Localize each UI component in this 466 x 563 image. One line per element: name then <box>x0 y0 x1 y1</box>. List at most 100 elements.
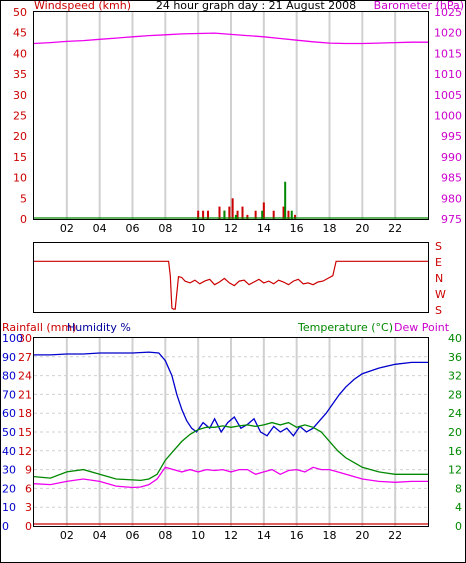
humidity-series <box>33 351 428 525</box>
humidity-x-tick-label: 22 <box>388 529 402 542</box>
humidity-axis-label: Humidity % <box>67 321 131 334</box>
temperature-axis-label: Temperature (°C) <box>297 321 393 334</box>
wind-grid <box>65 12 397 219</box>
direction-tick-label: S <box>435 304 442 317</box>
humidity-tick-label: 90 <box>2 351 16 364</box>
rainfall-tick-label: 9 <box>25 464 32 477</box>
rainfall-tick-label: 15 <box>18 426 32 439</box>
direction-tick-label: W <box>435 288 446 301</box>
temperature-axis: 0 4 8 12 16 20 24 28 32 36 40 <box>448 332 462 533</box>
barometer-axis: 975 980 985 990 995 1000 1005 1010 1015 1020 1025 <box>434 6 462 226</box>
barometer-tick-label: 1000 <box>434 110 462 123</box>
temperature-tick-label: 16 <box>448 445 462 458</box>
humidity-tick-label: 70 <box>2 388 16 401</box>
windspeed-tick-label: 10 <box>13 172 27 185</box>
dewpoint-axis-label: Dew Point <box>394 321 450 334</box>
humidity-tick-label: 0 <box>2 520 9 533</box>
wind-x-tick-label: 22 <box>388 222 402 235</box>
barometer-axis-label: Barometer (hPa) <box>374 0 464 12</box>
windspeed-tick-label: 50 <box>13 6 27 19</box>
humidity-tick-label: 80 <box>2 370 16 383</box>
rainfall-tick-label: 24 <box>18 370 32 383</box>
wind-x-tick-label: 16 <box>290 222 304 235</box>
rainfall-tick-label: 30 <box>18 332 32 345</box>
chart-title: 24 hour graph day : 21 August 2008 <box>156 0 356 12</box>
humidity-tick-label: 30 <box>2 464 16 477</box>
wind-x-tick-label: 10 <box>191 222 205 235</box>
temperature-tick-label: 4 <box>455 501 462 514</box>
barometer-tick-label: 1025 <box>434 6 462 19</box>
windspeed-tick-label: 30 <box>13 89 27 102</box>
humidity-x-tick-label: 10 <box>191 529 205 542</box>
humidity-tick-label: 100 <box>2 332 23 345</box>
rainfall-tick-label: 3 <box>25 501 32 514</box>
humidity-tick-label: 60 <box>2 407 16 420</box>
windspeed-tick-label: 20 <box>13 130 27 143</box>
barometer-tick-label: 1010 <box>434 68 462 81</box>
barometer-tick-label: 995 <box>441 130 462 143</box>
barometer-tick-label: 1015 <box>434 47 462 60</box>
wind-x-tick-label: 18 <box>323 222 337 235</box>
wind-x-tick-label: 06 <box>126 222 140 235</box>
humidity-time-axis: 02 04 06 08 10 12 14 16 18 20 22 <box>60 529 402 542</box>
rainfall-axis: 0 3 6 9 12 15 18 21 24 27 30 <box>18 332 32 533</box>
humidity-x-tick-label: 20 <box>355 529 369 542</box>
direction-series <box>34 260 428 310</box>
barometer-tick-label: 980 <box>441 192 462 205</box>
windspeed-tick-label: 35 <box>13 68 27 81</box>
rainfall-tick-label: 12 <box>18 445 32 458</box>
humidity-axis: 0 10 20 30 40 50 60 70 80 90 100 <box>2 332 23 533</box>
humidity-x-tick-label: 08 <box>158 529 172 542</box>
wind-x-tick-label: 20 <box>355 222 369 235</box>
wind-x-tick-label: 02 <box>60 222 74 235</box>
windspeed-tick-label: 40 <box>13 47 27 60</box>
temperature-tick-label: 36 <box>448 351 462 364</box>
windspeed-tick-label: 45 <box>13 27 27 40</box>
temperature-tick-label: 40 <box>448 332 462 345</box>
humidity-x-tick-label: 18 <box>323 529 337 542</box>
barometer-tick-label: 990 <box>441 151 462 164</box>
temperature-tick-label: 28 <box>448 388 462 401</box>
temperature-line <box>33 421 428 482</box>
humidity-x-tick-label: 12 <box>224 529 238 542</box>
windspeed-axis: 0 5 10 15 20 25 30 35 40 45 50 <box>13 6 27 226</box>
humidity-x-tick-label: 02 <box>60 529 74 542</box>
humidity-tick-label: 10 <box>2 501 16 514</box>
temperature-tick-label: 0 <box>455 520 462 533</box>
rainfall-axis-label: Rainfall (mm) <box>2 321 76 334</box>
windspeed-tick-label: 25 <box>13 110 27 123</box>
humidity-x-tick-label: 16 <box>290 529 304 542</box>
humidity-tick-label: 40 <box>2 445 16 458</box>
barometer-tick-label: 975 <box>441 213 462 226</box>
direction-tick-label: S <box>435 240 442 253</box>
rainfall-tick-label: 21 <box>18 388 32 401</box>
direction-tick-label: N <box>435 272 443 285</box>
barometer-line <box>33 32 428 45</box>
windspeed-axis-label: Windspeed (kmh) <box>34 0 131 12</box>
barometer-tick-label: 1020 <box>434 27 462 40</box>
rainfall-tick-label: 0 <box>25 520 32 533</box>
humidity-x-tick-label: 06 <box>126 529 140 542</box>
dewpoint-line <box>33 466 428 489</box>
wind-x-tick-label: 14 <box>257 222 271 235</box>
humidity-tick-label: 50 <box>2 426 16 439</box>
wind-series <box>33 32 428 219</box>
windspeed-tick-label: 0 <box>20 213 27 226</box>
temperature-tick-label: 32 <box>448 370 462 383</box>
direction-plot-area <box>33 242 429 313</box>
wind-x-tick-label: 12 <box>224 222 238 235</box>
temperature-tick-label: 8 <box>455 482 462 495</box>
humidity-line <box>34 351 428 437</box>
temperature-tick-label: 20 <box>448 426 462 439</box>
windspeed-tick-label: 15 <box>13 151 27 164</box>
rainfall-tick-label: 6 <box>25 482 32 495</box>
temperature-tick-label: 24 <box>448 407 462 420</box>
barometer-tick-label: 1005 <box>434 89 462 102</box>
rainfall-tick-label: 27 <box>18 351 32 364</box>
windspeed-tick-label: 5 <box>20 192 27 205</box>
